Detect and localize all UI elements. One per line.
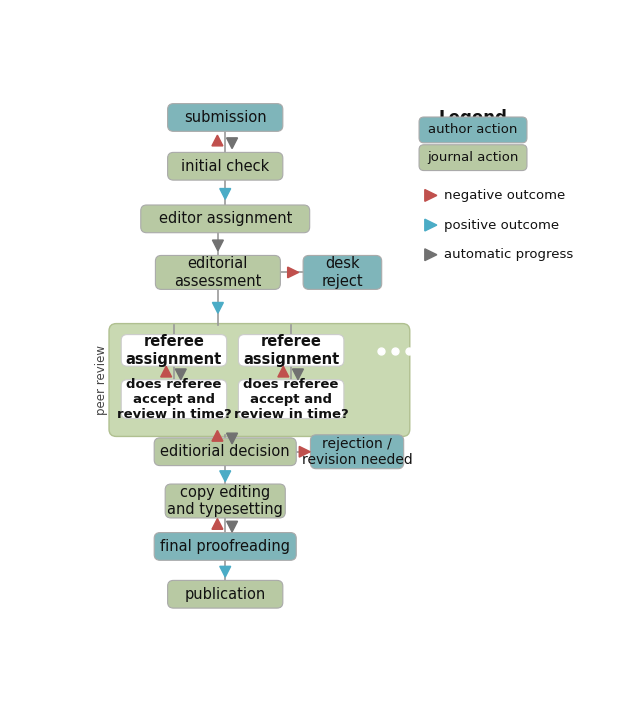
Polygon shape: [425, 219, 437, 231]
Polygon shape: [212, 518, 223, 530]
FancyBboxPatch shape: [238, 335, 344, 366]
Text: referee
assignment: referee assignment: [243, 334, 340, 367]
Text: automatic progress: automatic progress: [444, 249, 573, 261]
Text: editorial
assessment: editorial assessment: [175, 256, 261, 289]
Polygon shape: [299, 446, 310, 457]
Polygon shape: [227, 433, 238, 444]
Text: does referee
accept and
review in time?: does referee accept and review in time?: [117, 377, 231, 421]
Text: Legend: Legend: [438, 109, 507, 127]
Polygon shape: [288, 267, 299, 278]
Polygon shape: [278, 366, 289, 377]
Polygon shape: [161, 366, 171, 377]
Text: editiorial decision: editiorial decision: [161, 444, 290, 459]
Text: peer review: peer review: [95, 345, 108, 415]
FancyBboxPatch shape: [419, 117, 527, 143]
Text: desk
reject: desk reject: [321, 256, 364, 289]
Text: negative outcome: negative outcome: [444, 189, 565, 202]
Polygon shape: [175, 369, 186, 379]
FancyBboxPatch shape: [121, 379, 227, 418]
FancyBboxPatch shape: [140, 205, 310, 233]
Text: positive outcome: positive outcome: [444, 219, 559, 232]
FancyBboxPatch shape: [168, 581, 283, 608]
FancyBboxPatch shape: [238, 379, 344, 418]
Text: copy editing
and typesetting: copy editing and typesetting: [168, 485, 283, 518]
FancyBboxPatch shape: [121, 335, 227, 366]
FancyBboxPatch shape: [154, 532, 296, 560]
Polygon shape: [227, 521, 238, 532]
Polygon shape: [425, 249, 437, 261]
Text: final proofreading: final proofreading: [160, 539, 290, 554]
FancyBboxPatch shape: [156, 256, 280, 290]
Polygon shape: [227, 138, 238, 149]
Polygon shape: [212, 430, 223, 441]
Polygon shape: [212, 302, 224, 313]
Text: author action: author action: [428, 123, 518, 137]
Polygon shape: [220, 566, 231, 577]
Polygon shape: [220, 188, 231, 199]
FancyBboxPatch shape: [303, 256, 382, 290]
Text: referee
assignment: referee assignment: [126, 334, 222, 367]
FancyBboxPatch shape: [419, 144, 527, 171]
FancyBboxPatch shape: [168, 152, 283, 180]
Polygon shape: [212, 240, 224, 251]
Text: does referee
accept and
review in time?: does referee accept and review in time?: [234, 377, 348, 421]
Text: initial check: initial check: [181, 159, 270, 173]
Text: editor assignment: editor assignment: [159, 212, 292, 227]
FancyBboxPatch shape: [311, 435, 404, 469]
Polygon shape: [212, 135, 223, 146]
FancyBboxPatch shape: [168, 103, 283, 132]
Polygon shape: [292, 369, 304, 379]
Text: submission: submission: [184, 110, 266, 125]
FancyBboxPatch shape: [165, 484, 285, 518]
FancyBboxPatch shape: [154, 438, 296, 466]
Text: publication: publication: [185, 587, 266, 602]
Text: rejection /
revision needed: rejection / revision needed: [302, 437, 413, 467]
Polygon shape: [220, 471, 231, 481]
FancyBboxPatch shape: [109, 324, 410, 436]
Polygon shape: [425, 190, 437, 201]
Text: journal action: journal action: [427, 151, 518, 164]
